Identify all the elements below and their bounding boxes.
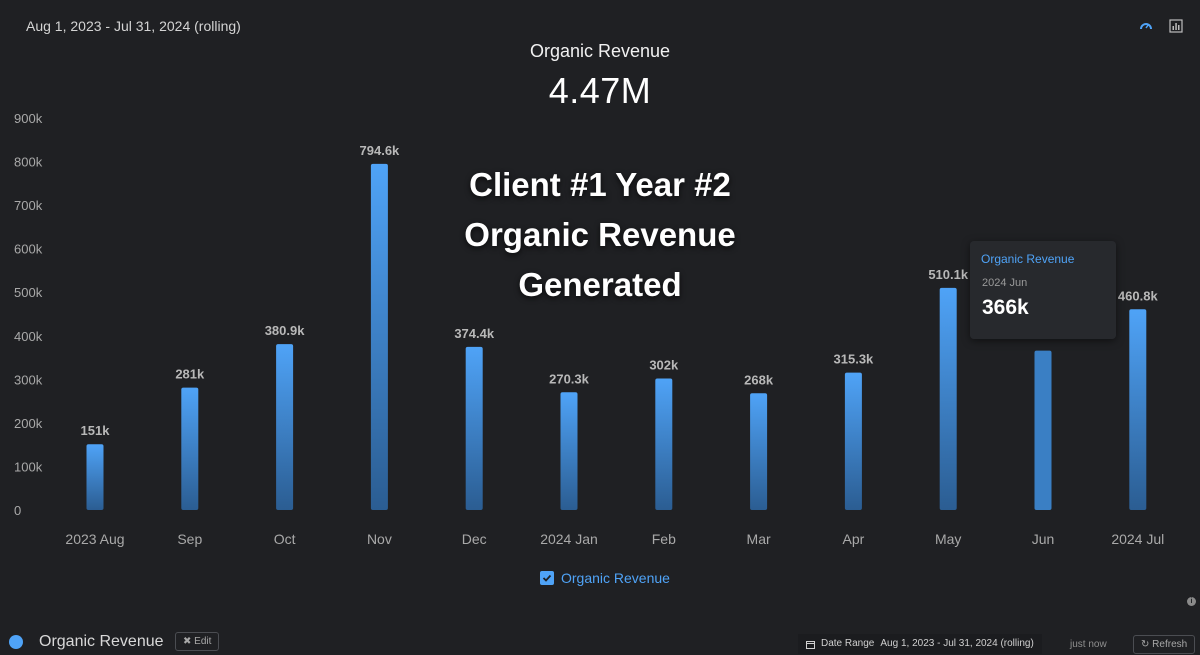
x-tick-label-4: Dec <box>462 531 487 547</box>
bar-1[interactable] <box>181 387 199 510</box>
y-tick-label: 300k <box>14 372 43 387</box>
y-tick-label: 100k <box>14 459 43 474</box>
y-tick-label: 500k <box>14 285 43 300</box>
date-range-button-label: Date Range <box>821 638 875 649</box>
bar-10[interactable] <box>1034 350 1052 510</box>
data-label-5: 270.3k <box>549 371 590 386</box>
last-updated: just now <box>1070 639 1107 650</box>
tooltip-date: 2024 Jun <box>982 277 1028 289</box>
y-tick-label: 400k <box>14 329 43 344</box>
data-label-6: 302k <box>649 357 679 372</box>
y-tick-label: 800k <box>14 155 43 170</box>
x-tick-label-6: Feb <box>652 531 676 547</box>
date-range-button-value: Aug 1, 2023 - Jul 31, 2024 (rolling) <box>880 638 1034 649</box>
y-tick-label: 600k <box>14 242 43 257</box>
info-icon[interactable]: i <box>1187 597 1196 606</box>
tooltip-value: 366k <box>982 296 1029 319</box>
overlay-caption: Client #1 Year #2 Organic Revenue Genera… <box>400 160 800 310</box>
kpi-title: Organic Revenue <box>529 41 671 61</box>
x-tick-label-2: Oct <box>274 531 296 547</box>
bar-3[interactable] <box>370 163 388 510</box>
app-logo-icon <box>9 635 23 649</box>
data-label-4: 374.4k <box>454 326 495 341</box>
widget-footer: Organic Revenue ✖ Edit Date Range Aug 1,… <box>0 628 1200 655</box>
data-label-2: 380.9k <box>265 323 306 338</box>
date-range-button[interactable]: Date Range Aug 1, 2023 - Jul 31, 2024 (r… <box>798 634 1042 654</box>
legend-label[interactable]: Organic Revenue <box>561 570 670 586</box>
bar-11[interactable] <box>1129 309 1147 510</box>
top-toolbar <box>1138 18 1184 34</box>
bar-4[interactable] <box>465 346 483 510</box>
data-label-9: 510.1k <box>928 267 969 282</box>
x-tick-label-9: May <box>935 531 961 547</box>
data-label-11: 460.8k <box>1118 288 1159 303</box>
chart-icon[interactable] <box>1168 18 1184 34</box>
calendar-icon <box>806 640 815 649</box>
bar-9[interactable] <box>939 287 957 510</box>
chart-tooltip: Organic Revenue 2024 Jun 366k <box>970 241 1116 339</box>
data-label-0: 151k <box>81 423 111 438</box>
tooltip-series: Organic Revenue <box>981 252 1075 266</box>
checkbox-icon[interactable] <box>540 571 554 585</box>
x-tick-label-7: Mar <box>747 531 771 547</box>
y-tick-label: 0 <box>14 503 21 518</box>
gauge-icon[interactable] <box>1138 18 1154 34</box>
x-tick-label-3: Nov <box>367 531 392 547</box>
data-label-8: 315.3k <box>834 352 875 367</box>
overlay-line-2: Organic Revenue <box>464 216 736 253</box>
bar-0[interactable] <box>86 444 104 510</box>
data-label-3: 794.6k <box>360 143 401 158</box>
x-tick-label-0: 2023 Aug <box>65 531 124 547</box>
bar-5[interactable] <box>560 392 578 510</box>
bar-7[interactable] <box>750 393 768 510</box>
y-tick-label: 700k <box>14 198 43 213</box>
edit-label: Edit <box>194 636 212 647</box>
widget-title: Organic Revenue <box>39 633 164 650</box>
y-tick-label: 200k <box>14 416 43 431</box>
bar-8[interactable] <box>844 372 862 510</box>
bar-2[interactable] <box>276 344 294 510</box>
x-tick-label-10: Jun <box>1032 531 1055 547</box>
bar-6[interactable] <box>655 378 673 510</box>
x-tick-label-8: Apr <box>843 531 865 547</box>
data-label-7: 268k <box>744 372 774 387</box>
x-tick-label-1: Sep <box>177 531 202 547</box>
date-range-label: Aug 1, 2023 - Jul 31, 2024 (rolling) <box>26 18 241 34</box>
refresh-button[interactable]: ↻ Refresh <box>1133 635 1196 654</box>
x-tick-label-5: 2024 Jan <box>540 531 598 547</box>
data-label-1: 281k <box>175 367 205 382</box>
overlay-line-1: Client #1 Year #2 <box>469 166 731 203</box>
chart-legend[interactable]: Organic Revenue <box>540 570 670 586</box>
edit-button[interactable]: ✖ Edit <box>175 632 220 651</box>
overlay-line-3: Generated <box>518 266 682 303</box>
refresh-label: Refresh <box>1152 639 1188 650</box>
y-tick-label: 900k <box>14 111 43 126</box>
x-tick-label-11: 2024 Jul <box>1111 531 1164 547</box>
kpi-value: 4.47M <box>548 70 652 111</box>
bar-chart: 0 100k 200k 300k 400k 500k 600k 700k 800k 900k 15… <box>14 111 1164 547</box>
